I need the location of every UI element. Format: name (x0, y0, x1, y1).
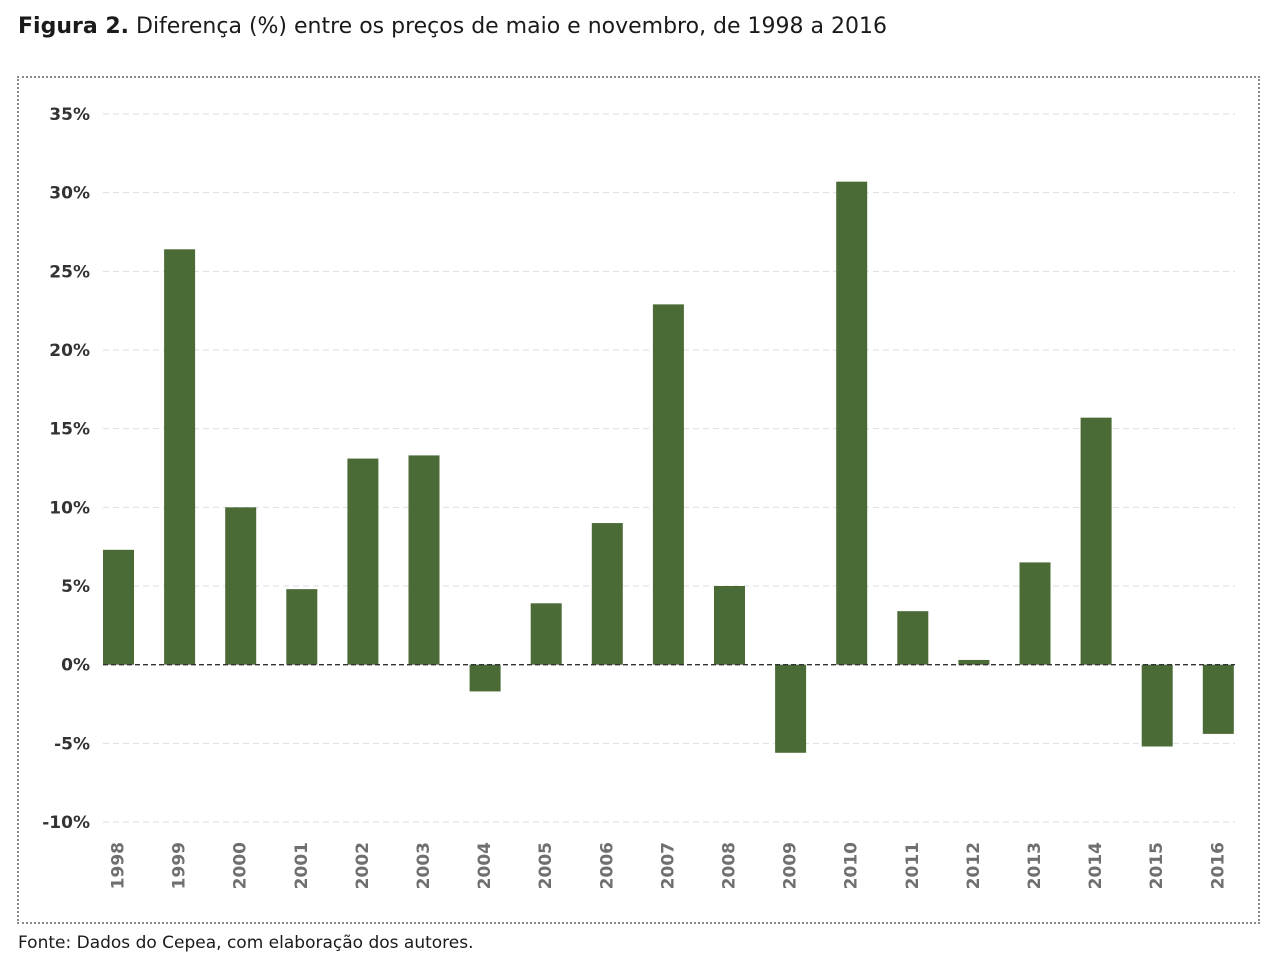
bar-2013 (1019, 562, 1051, 665)
y-tick-label: 20% (49, 341, 90, 361)
y-tick-label: 25% (49, 262, 90, 282)
bar-2002 (347, 458, 379, 665)
y-tick-label: 15% (49, 420, 90, 440)
chart-frame (17, 76, 1260, 924)
bar-2010 (836, 181, 868, 665)
x-tick-label: 2009 (781, 842, 801, 889)
x-tick-label: 2014 (1086, 842, 1106, 889)
x-tick-label: 2010 (842, 842, 862, 889)
x-tick-label: 1998 (109, 842, 129, 889)
x-tick-label: 2001 (292, 842, 312, 889)
x-tick-label: 2004 (475, 842, 495, 889)
x-tick-label: 1999 (170, 842, 190, 889)
bar-2011 (897, 611, 929, 665)
x-tick-label: 2007 (658, 842, 678, 889)
bar-2015 (1141, 664, 1173, 747)
bar-2012 (958, 659, 990, 665)
y-tick-label: 30% (49, 184, 90, 204)
y-axis-ticks: 35% 30% 25% 20% 15% 10% 5% 0% -5% -10% (42, 105, 90, 833)
figure-title: Diferença (%) entre os preços de maio e … (136, 14, 887, 39)
bars (103, 181, 1234, 753)
bar-2008 (714, 586, 745, 665)
bar-2000 (225, 507, 257, 665)
figure-label: Figura 2. (18, 14, 129, 39)
bar-2006 (591, 523, 623, 665)
source-note: Fonte: Dados do Cepea, com elaboração do… (18, 933, 474, 953)
x-tick-label: 2005 (536, 842, 556, 889)
bar-2009 (775, 664, 807, 753)
x-tick-label: 2002 (353, 842, 373, 889)
y-tick-label: -10% (42, 813, 90, 833)
x-tick-label: 2012 (964, 842, 984, 889)
x-tick-label: 2008 (720, 842, 740, 889)
x-tick-label: 2016 (1208, 842, 1228, 889)
bar-2001 (286, 589, 318, 665)
bar-2016 (1202, 664, 1234, 734)
y-tick-label: 35% (49, 105, 90, 125)
x-tick-label: 2006 (597, 842, 617, 889)
y-tick-label: -5% (54, 734, 90, 754)
y-tick-label: 10% (49, 498, 90, 518)
bar-2004 (469, 664, 501, 692)
bar-2007 (652, 304, 684, 665)
x-tick-label: 2015 (1147, 842, 1167, 889)
x-tick-label: 2003 (414, 842, 434, 889)
x-axis-ticks: 1998 1999 2000 2001 2002 2003 2004 2005 2006 2007… (109, 842, 1229, 889)
bar-1998 (103, 549, 134, 665)
bar-2014 (1080, 417, 1112, 665)
x-tick-label: 2011 (903, 842, 923, 889)
bar-2003 (408, 455, 440, 665)
figure-caption: Figura 2. Diferença (%) entre os preços … (18, 14, 887, 39)
bar-2005 (530, 603, 562, 665)
y-tick-label: 5% (61, 577, 90, 597)
bar-1999 (164, 249, 196, 665)
y-tick-label: 0% (61, 656, 90, 676)
x-tick-label: 2013 (1025, 842, 1045, 889)
x-tick-label: 2000 (231, 842, 251, 889)
